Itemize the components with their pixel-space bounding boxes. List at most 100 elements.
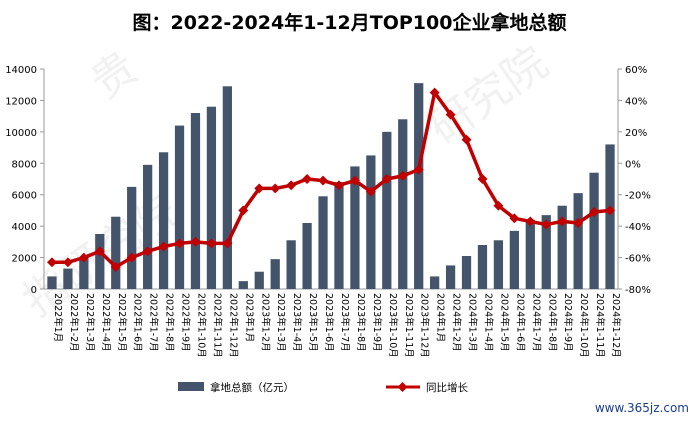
x-tick-label: 2023年1-3月 [275, 293, 287, 352]
bar [430, 276, 440, 289]
growth-point [557, 216, 568, 227]
y-left-tick-label: 12000 [5, 96, 37, 107]
legend-line-marker [397, 382, 408, 392]
bar [541, 215, 551, 289]
bar [95, 234, 105, 289]
x-tick-label: 2024年1-10月 [578, 293, 590, 358]
x-tick-label: 2022年1月 [52, 293, 64, 342]
growth-point [493, 200, 504, 211]
bar [47, 276, 57, 289]
y-left-tick-label: 10000 [5, 128, 37, 139]
x-tick-label: 2023年1-11月 [403, 293, 415, 358]
growth-point [477, 174, 488, 184]
y-left-tick-label: 2000 [12, 254, 37, 265]
bar [557, 205, 567, 289]
bar [190, 113, 201, 289]
growth-point [605, 205, 615, 216]
bar [174, 125, 185, 289]
growth-point [589, 207, 600, 217]
x-tick-label: 2023年1-10月 [387, 293, 399, 358]
growth-point [254, 183, 265, 194]
x-tick-label: 2023年1-6月 [323, 293, 335, 352]
bar [573, 193, 583, 289]
growth-point [94, 246, 105, 257]
x-tick-label: 2024年1月 [435, 293, 447, 342]
chart-title: 图：2022-2024年1-12月TOP100企业拿地总额 [132, 12, 567, 34]
bar [493, 240, 504, 289]
legend-bar-swatch [178, 382, 204, 391]
growth-point [413, 164, 424, 175]
x-tick-label: 2024年1-11月 [594, 293, 606, 358]
site-watermark: www.365jz.com [594, 401, 689, 415]
x-tick-label: 2022年1-2月 [68, 293, 80, 352]
x-tick-label: 2022年1-11月 [211, 293, 223, 358]
growth-point [62, 257, 73, 268]
x-tick-label: 2022年1-6月 [132, 293, 144, 352]
y-left-tick-label: 4000 [12, 222, 37, 233]
growth-point [334, 180, 344, 191]
bar [477, 245, 488, 289]
bar [143, 164, 153, 289]
y-left-tick-label: 8000 [12, 159, 37, 170]
x-tick-label: 2024年1-5月 [498, 293, 510, 352]
bar [206, 106, 217, 289]
x-tick-label: 2022年1-8月 [164, 293, 176, 352]
bar [589, 172, 599, 289]
y-left-tick-label: 6000 [12, 191, 37, 202]
y-right-tick-label: 60% [625, 65, 647, 76]
bar [509, 230, 519, 289]
bar [222, 86, 232, 290]
y-left-tick-label: 14000 [5, 65, 37, 76]
y-right-tick-label: 20% [625, 128, 647, 139]
growth-point [318, 175, 328, 186]
bar [605, 144, 615, 289]
bar [318, 196, 328, 289]
x-tick-label: 2022年1-9月 [180, 293, 192, 352]
bar [238, 281, 248, 289]
y-right-tick-label: 0% [625, 159, 641, 170]
bar [350, 166, 360, 289]
growth-point [142, 246, 153, 257]
x-tick-label: 2024年1-6月 [514, 293, 526, 352]
y-right-tick-label: -60% [625, 254, 651, 265]
bar [366, 155, 376, 289]
growth-point [47, 257, 57, 268]
x-tick-label: 2023年1-12月 [419, 293, 431, 358]
bar [270, 259, 280, 289]
growth-point [525, 216, 536, 227]
growth-point [270, 183, 281, 194]
growth-point [286, 180, 297, 191]
legend-line-label: 同比增长 [426, 381, 468, 394]
growth-point [397, 170, 408, 181]
x-tick-label: 2023年1-4月 [291, 293, 303, 352]
x-tick-label: 2022年1-4月 [100, 293, 112, 352]
bar [414, 83, 424, 290]
x-tick-label: 2024年1-9月 [562, 293, 574, 352]
y-left-tick-label: 0 [31, 285, 37, 296]
bar [382, 131, 392, 289]
growth-point [206, 238, 217, 249]
growth-point [541, 219, 552, 230]
bar [254, 271, 264, 289]
x-tick-label: 2024年1-3月 [467, 293, 479, 352]
y-right-tick-label: 40% [625, 96, 647, 107]
x-tick-label: 2022年1-5月 [116, 293, 128, 352]
bar [445, 265, 456, 289]
bar [525, 219, 535, 289]
growth-point [365, 186, 376, 197]
x-tick-label: 2023年1月 [243, 293, 255, 342]
growth-point [78, 252, 89, 263]
x-tick-label: 2023年1-8月 [355, 293, 367, 352]
x-tick-label: 2023年1-5月 [307, 293, 319, 352]
x-tick-label: 2024年1-8月 [546, 293, 558, 352]
bar [63, 268, 73, 289]
x-tick-label: 2024年1-4月 [482, 293, 494, 352]
growth-point [573, 218, 584, 228]
x-tick-label: 2024年1-12月 [610, 293, 622, 358]
bar [398, 119, 408, 290]
bar [461, 256, 472, 289]
growth-point [126, 252, 137, 263]
x-tick-label: 2023年1-7月 [339, 293, 351, 352]
bar [158, 152, 169, 289]
